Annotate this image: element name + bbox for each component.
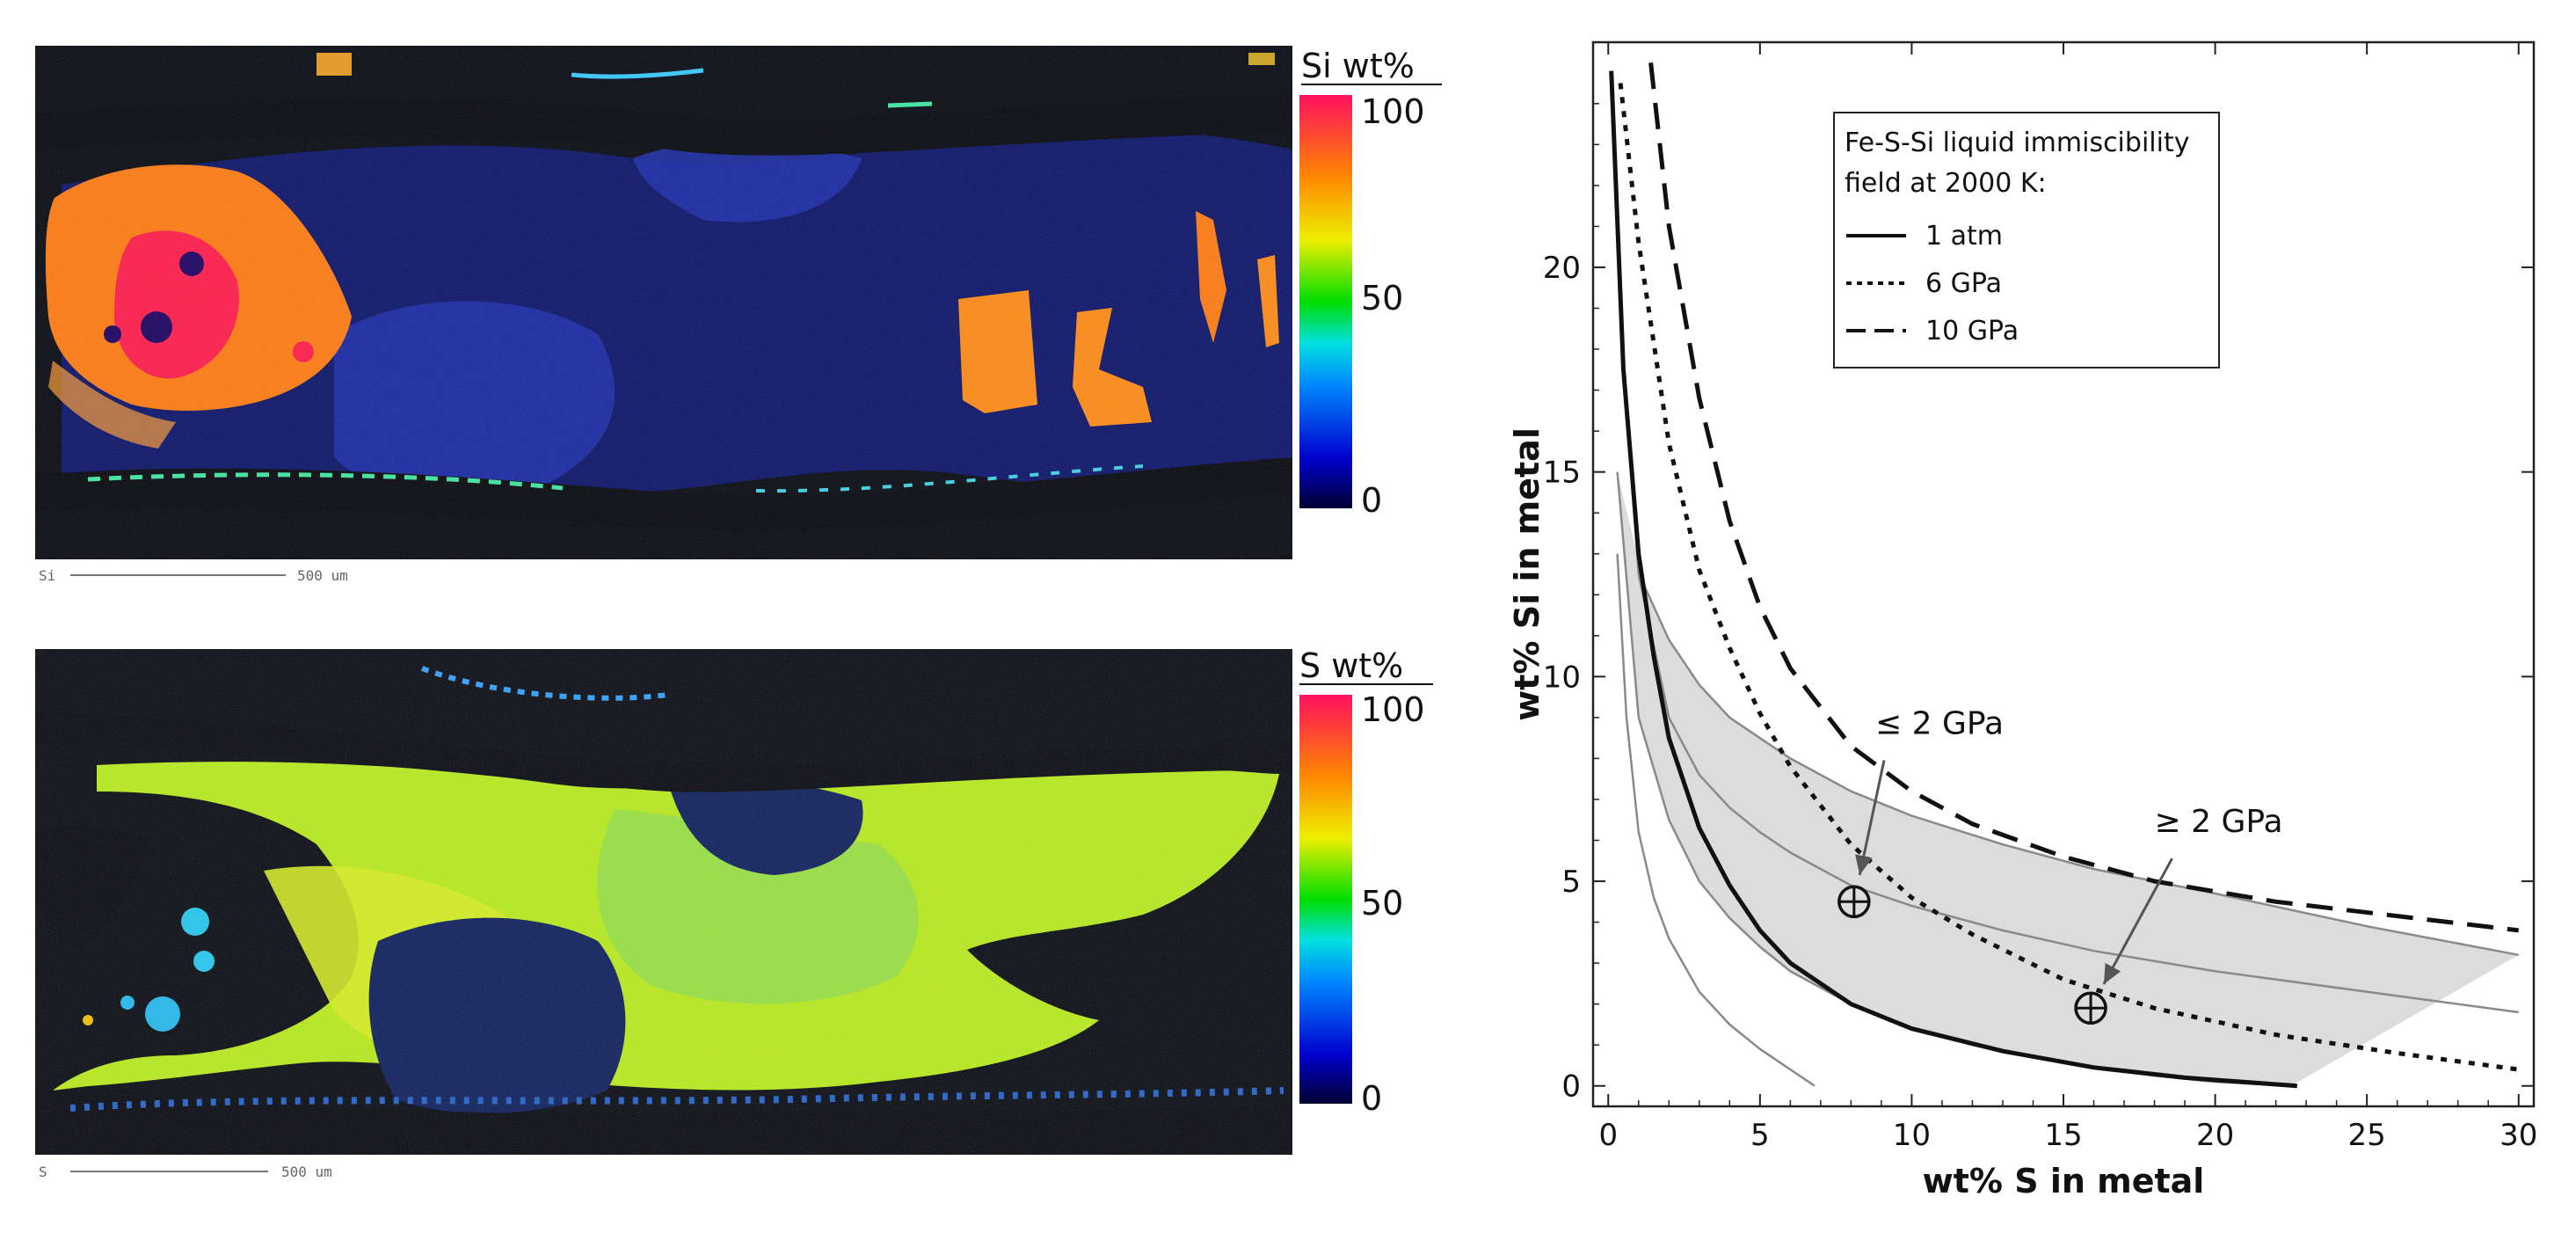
si-colorbar bbox=[1299, 95, 1352, 508]
y-tick-label: 15 bbox=[1543, 456, 1581, 491]
annotation-arrow-shaft bbox=[2102, 857, 2173, 985]
y-tick-label: 0 bbox=[1561, 1069, 1581, 1105]
annotation-label: ≥ 2 GPa bbox=[2155, 804, 2283, 840]
legend-label-6gpa: 6 GPa bbox=[1925, 268, 2002, 299]
x-tick-label: 20 bbox=[2196, 1118, 2234, 1153]
immiscibility-band bbox=[1617, 471, 2519, 1086]
s-colorbar-title: S wt% bbox=[1299, 646, 1403, 685]
si-scale-value: 500 um bbox=[297, 567, 348, 584]
y-axis-label: wt% Si in metal bbox=[1508, 427, 1546, 721]
x-tick-label: 15 bbox=[2044, 1118, 2082, 1153]
legend: Fe-S-Si liquid immiscibility field at 20… bbox=[1833, 112, 2220, 368]
y-tick-label: 20 bbox=[1543, 251, 1581, 286]
series-line-1-atm bbox=[1609, 70, 2297, 1089]
x-tick-label: 0 bbox=[1598, 1118, 1618, 1153]
x-axis-label: wt% S in metal bbox=[1923, 1162, 2205, 1200]
series-line-6-gpa bbox=[1618, 83, 2520, 1072]
si-scale-label: Si bbox=[39, 567, 55, 584]
si-colorbar-tick-100: 100 bbox=[1361, 92, 1425, 131]
s-scale-value: 500 um bbox=[281, 1164, 332, 1180]
si-colorbar-tick-0: 0 bbox=[1361, 481, 1382, 520]
legend-label-1atm: 1 atm bbox=[1925, 221, 2003, 252]
legend-label-10gpa: 10 GPa bbox=[1925, 316, 2019, 347]
immiscibility-chart: 0 5 10 15 20 25 30 0 5 10 15 20 ≤ 2 GPa ≥ 2 GPa Fe-S-… bbox=[1508, 40, 2537, 1200]
band-upper-edge bbox=[1643, 586, 2519, 957]
s-colorbar-tick-50: 50 bbox=[1361, 884, 1403, 923]
s-scale-label: S bbox=[39, 1164, 47, 1180]
x-tick-label: 10 bbox=[1893, 1118, 1931, 1153]
s-colorbar bbox=[1299, 695, 1352, 1104]
y-tick-label: 5 bbox=[1561, 865, 1581, 900]
x-tick-label: 30 bbox=[2500, 1118, 2537, 1153]
legend-title-line-1: Fe-S-Si liquid immiscibility bbox=[1845, 128, 2189, 158]
s-colorbar-tick-0: 0 bbox=[1361, 1079, 1382, 1118]
legend-box bbox=[1833, 112, 2220, 368]
x-tick-label: 25 bbox=[2348, 1118, 2386, 1153]
x-tick-label: 5 bbox=[1750, 1118, 1770, 1153]
legend-title-line-2: field at 2000 K: bbox=[1845, 168, 2047, 199]
y-tick-label: 10 bbox=[1543, 660, 1581, 695]
annotation-arrow-head bbox=[2103, 962, 2121, 985]
si-colorbar-title: Si wt% bbox=[1301, 47, 1415, 85]
annotation-arrow-shaft bbox=[1858, 760, 1886, 876]
annotation-arrow-head bbox=[1855, 854, 1873, 875]
annotation-label: ≤ 2 GPa bbox=[1875, 706, 2004, 742]
s-map: S 500 um S wt% 100 50 0 bbox=[35, 646, 1433, 1180]
gray-outer-curve bbox=[1616, 553, 1816, 1087]
si-map: Si 500 um Si wt% 100 50 0 bbox=[35, 46, 1442, 584]
si-colorbar-tick-50: 50 bbox=[1361, 279, 1403, 317]
s-colorbar-tick-100: 100 bbox=[1361, 690, 1425, 729]
band-center-curve bbox=[1622, 369, 2519, 1014]
